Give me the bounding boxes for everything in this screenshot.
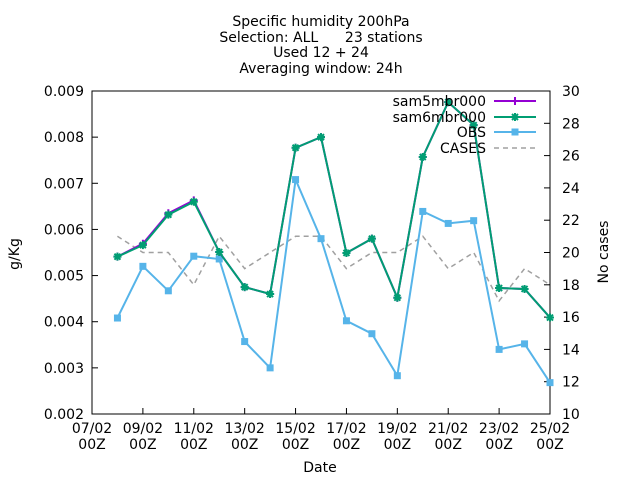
data-point-sam6mbr000	[317, 133, 325, 142]
data-point-obs	[546, 379, 554, 387]
y2-tick-label: 20	[562, 246, 580, 262]
data-point-obs	[190, 252, 198, 260]
x-tick-label: 21/02	[428, 421, 468, 437]
legend-label-obs: OBS	[457, 125, 486, 141]
x-tick-label: 15/02	[275, 421, 315, 437]
x-tick-label: 00Z	[485, 437, 512, 453]
y-tick-label: 0.002	[44, 407, 84, 423]
data-point-sam6mbr000	[444, 98, 453, 107]
x-tick-label: 11/02	[174, 421, 214, 437]
x-tick-label: 25/02	[530, 421, 570, 437]
x-tick-label: 00Z	[435, 437, 462, 453]
y2-tick-label: 24	[562, 181, 580, 197]
y2-tick-label: 10	[562, 407, 580, 423]
data-point-sam6mbr000	[520, 284, 529, 293]
data-point-obs	[521, 340, 529, 348]
series-line-sam6mbr000	[116, 100, 551, 319]
y2-axis-label: No cases	[596, 221, 612, 284]
title-line: Averaging window: 24h	[239, 61, 402, 77]
data-point-sam6mbr000	[113, 252, 122, 261]
legend-label-sam6mbr000: sam6mbr000	[393, 110, 486, 126]
x-tick-label: 13/02	[224, 421, 264, 437]
title-line: Selection: ALL 23 stations	[219, 30, 422, 46]
data-point-sam6mbr000	[418, 152, 427, 161]
y-tick-label: 0.007	[44, 176, 84, 192]
plot-area	[113, 98, 554, 387]
y-tick-label: 0.004	[44, 315, 84, 331]
legend-label-sam5mbr000: sam5mbr000	[393, 94, 486, 110]
data-point-obs	[419, 207, 427, 215]
data-point-obs	[444, 219, 452, 227]
x-tick-label: 00Z	[384, 437, 411, 453]
title-line: Specific humidity 200hPa	[232, 14, 409, 30]
y2-tick-label: 16	[562, 310, 580, 326]
data-point-sam6mbr000	[546, 313, 554, 322]
data-point-obs	[393, 372, 401, 380]
data-point-obs	[266, 364, 274, 372]
x-tick-label: 07/02	[72, 421, 112, 437]
data-point-obs	[470, 217, 478, 225]
y-tick-label: 0.003	[44, 361, 84, 377]
y2-tick-label: 14	[562, 342, 580, 358]
x-tick-label: 00Z	[536, 437, 563, 453]
x-tick-label: 17/02	[326, 421, 366, 437]
x-tick-label: 00Z	[180, 437, 207, 453]
y2-tick-label: 28	[562, 116, 580, 132]
x-tick-label: 19/02	[377, 421, 417, 437]
x-tick-label: 00Z	[231, 437, 258, 453]
data-point-sam6mbr000	[240, 283, 249, 292]
y2-tick-label: 26	[562, 149, 580, 165]
x-tick-label: 09/02	[123, 421, 163, 437]
y2-tick-label: 18	[562, 278, 580, 294]
y-tick-label: 0.006	[44, 222, 84, 238]
data-point-sam6mbr000	[266, 290, 275, 299]
data-point-obs	[368, 330, 376, 338]
data-point-obs	[317, 235, 325, 243]
data-point-sam6mbr000	[367, 234, 376, 243]
series-line-obs	[116, 175, 551, 384]
x-tick-label: 00Z	[78, 437, 105, 453]
data-point-sam6mbr000	[215, 248, 224, 257]
data-point-obs	[342, 317, 350, 325]
data-point-sam6mbr000	[342, 248, 351, 257]
data-point-obs	[495, 345, 503, 353]
x-tick-label: 00Z	[333, 437, 360, 453]
x-tick-label: 00Z	[129, 437, 156, 453]
y-tick-label: 0.009	[44, 84, 84, 100]
y-tick-label: 0.008	[44, 130, 84, 146]
data-point-obs	[215, 255, 223, 263]
data-point-obs	[292, 176, 300, 184]
data-point-obs	[139, 262, 147, 270]
y-tick-label: 0.005	[44, 269, 84, 285]
legend-marker-sam6mbr000	[511, 113, 519, 121]
data-point-obs	[241, 338, 249, 346]
title-line: Used 12 + 24	[273, 45, 369, 61]
data-point-sam6mbr000	[138, 241, 147, 250]
x-tick-label: 23/02	[479, 421, 519, 437]
data-point-sam6mbr000	[495, 284, 504, 293]
x-axis-label: Date	[303, 460, 336, 476]
y2-tick-label: 22	[562, 213, 580, 229]
tick-marks: 0.002 0.003 0.004 0.005 0.006 0.007 0.008 0.009…	[44, 84, 580, 453]
data-point-obs	[164, 287, 172, 295]
legend-label-cases: CASES	[440, 141, 486, 157]
series-line-cases	[116, 234, 551, 303]
data-point-sam6mbr000	[393, 293, 402, 302]
data-point-sam6mbr000	[469, 121, 478, 130]
y-axis-label: g/Kg	[7, 238, 23, 270]
legend-marker-obs	[511, 128, 519, 136]
x-tick-label: 00Z	[282, 437, 309, 453]
chart-title: Specific humidity 200hPa Selection: ALL …	[219, 14, 422, 77]
y2-tick-label: 12	[562, 375, 580, 391]
data-point-sam6mbr000	[189, 197, 198, 206]
data-point-obs	[113, 314, 121, 322]
data-point-sam6mbr000	[291, 143, 300, 152]
legend-marker-sam5mbr000	[511, 97, 519, 105]
y2-tick-label: 30	[562, 84, 580, 100]
data-point-sam6mbr000	[164, 210, 173, 219]
